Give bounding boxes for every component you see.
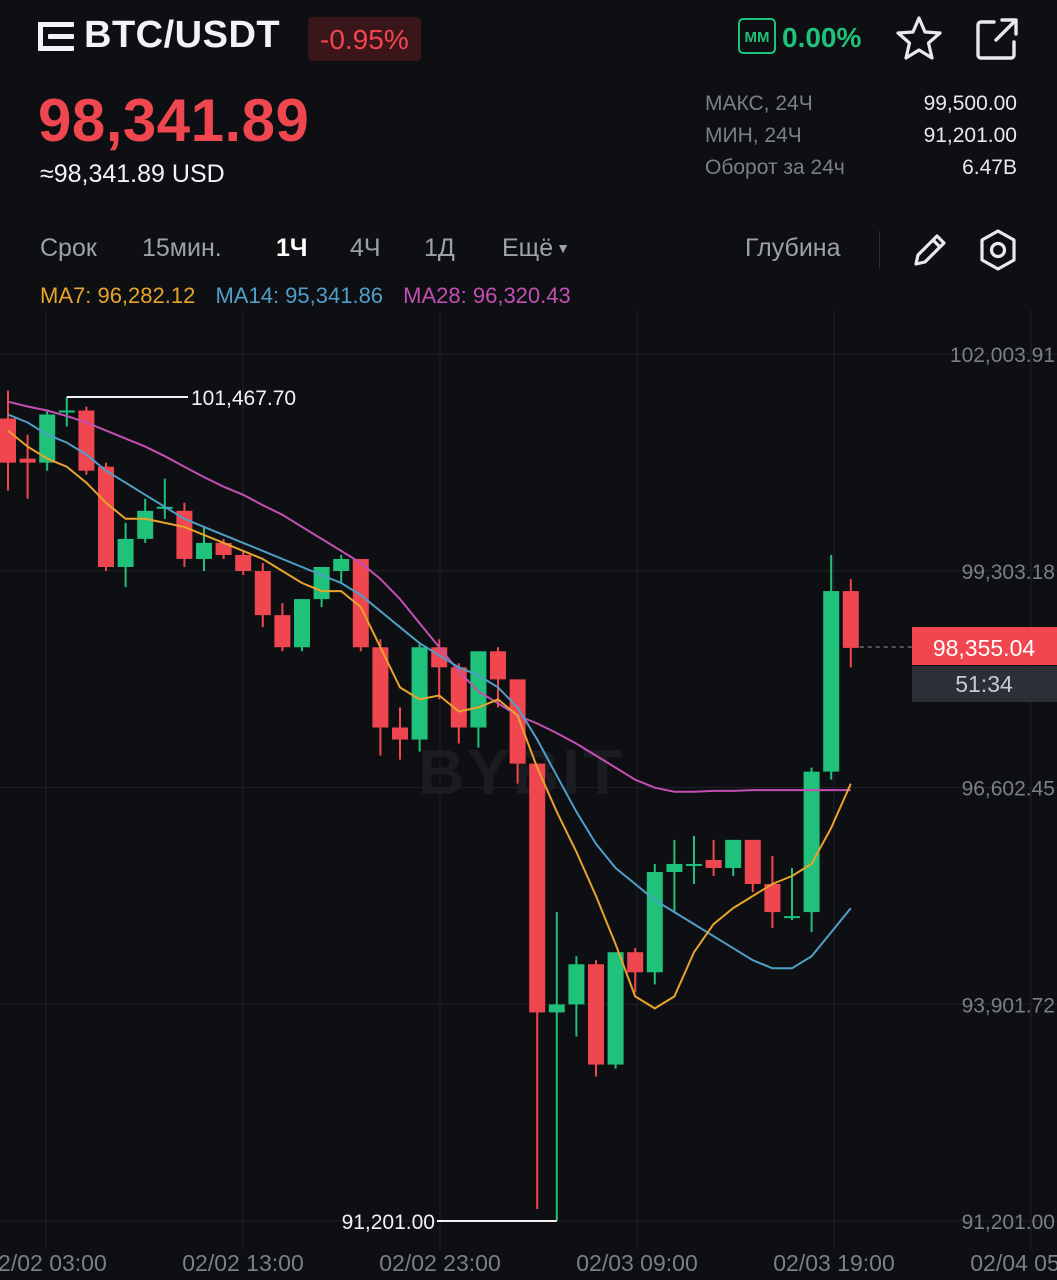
- ma7-line: [7, 429, 852, 1010]
- toolbar-divider: [879, 231, 880, 269]
- star-icon[interactable]: [894, 14, 944, 64]
- candle: [19, 458, 36, 463]
- candle: [568, 964, 585, 1005]
- mm-value[interactable]: 0.00%: [782, 22, 862, 53]
- usd-price: ≈98,341.89 USD: [40, 160, 225, 188]
- countdown-label: 51:34: [955, 671, 1013, 697]
- candle: [529, 763, 546, 1013]
- candle: [98, 466, 114, 567]
- tab-15min[interactable]: 15мин.: [142, 234, 222, 262]
- ma28-label: MA28: 96,320.43: [403, 283, 571, 308]
- pair-title[interactable]: BTC/USDT: [84, 14, 281, 56]
- stat-value-turnover: 6.47B: [962, 156, 1017, 179]
- tab-4h[interactable]: 4Ч: [350, 234, 381, 262]
- tab-period[interactable]: Срок: [40, 234, 97, 262]
- candle: [39, 414, 56, 463]
- candle: [196, 542, 212, 559]
- candle: [372, 647, 389, 728]
- tab-1d[interactable]: 1Д: [424, 234, 455, 262]
- change-badge: -0.95%: [308, 17, 421, 61]
- candle: [627, 952, 644, 973]
- caret-down-icon: ▼: [556, 240, 571, 256]
- candle: [646, 871, 663, 973]
- candle: [137, 510, 154, 539]
- stat-label-low: МИН, 24Ч: [705, 124, 802, 147]
- candle: [235, 554, 252, 572]
- x-tick-label: 02/02 13:00: [182, 1250, 304, 1276]
- candle: [823, 591, 840, 772]
- candlestick-chart[interactable]: 101,467.70 91,201.00 102,003.91 99,303.18 96…: [0, 310, 1057, 1280]
- y-tick-label: 93,901.72: [962, 994, 1055, 1017]
- candle: [176, 510, 193, 559]
- candle: [411, 647, 428, 740]
- candle: [705, 859, 722, 868]
- candle: [784, 916, 800, 919]
- ma7-label: MA7: 96,282.12: [40, 283, 196, 308]
- candle: [117, 538, 134, 567]
- stat-value-high: 99,500.00: [923, 92, 1017, 115]
- candle: [254, 571, 271, 616]
- ma28-line: [7, 400, 851, 793]
- tab-more[interactable]: Ещё ▼: [502, 234, 570, 263]
- candle: [548, 1004, 565, 1013]
- candle: [431, 647, 448, 668]
- y-tick-label: 102,003.91: [950, 344, 1055, 367]
- candle: [686, 863, 702, 866]
- y-tick-label: 99,303.18: [962, 561, 1055, 584]
- x-tick-label: 02/04 05:00: [970, 1250, 1057, 1276]
- candle: [0, 418, 16, 463]
- x-tick-label: 02/02 23:00: [379, 1250, 501, 1276]
- ma14-line: [7, 413, 852, 970]
- current-price-label: 98,355.04: [933, 635, 1036, 661]
- stat-label-turnover: Оборот за 24ч: [705, 156, 845, 179]
- candle: [58, 410, 75, 413]
- candle: [744, 839, 761, 885]
- candle: [78, 410, 95, 471]
- mm-badge[interactable]: MM: [738, 18, 776, 54]
- candle: [764, 884, 781, 913]
- x-tick-label: 02/03 09:00: [576, 1250, 698, 1276]
- gear-icon[interactable]: [976, 227, 1020, 273]
- candle: [470, 651, 487, 728]
- candle: [294, 599, 310, 648]
- x-tick-label: 02/02 03:00: [0, 1250, 107, 1276]
- tab-more-label: Ещё: [502, 234, 554, 262]
- stat-label-high: МАКС, 24Ч: [705, 92, 813, 115]
- candle: [509, 679, 526, 764]
- candle: [803, 771, 820, 913]
- ma-legend: MA7: 96,282.12 MA14: 95,341.86 MA28: 96,…: [40, 283, 585, 309]
- candle: [588, 964, 604, 1065]
- candle: [842, 591, 859, 648]
- candle: [607, 952, 624, 1065]
- stat-value-low: 91,201.00: [923, 124, 1017, 147]
- candle: [666, 863, 683, 872]
- tab-1h[interactable]: 1Ч: [276, 234, 308, 262]
- candle: [725, 839, 742, 868]
- candle: [392, 727, 408, 740]
- menu-icon[interactable]: [38, 22, 74, 52]
- candle: [352, 558, 369, 648]
- current-price-tag: [912, 627, 1057, 665]
- candle: [274, 615, 291, 648]
- share-icon[interactable]: [972, 14, 1022, 64]
- depth-button[interactable]: Глубина: [745, 234, 841, 262]
- candle: [450, 667, 467, 728]
- x-tick-label: 02/03 19:00: [773, 1250, 895, 1276]
- low-marker-label: 91,201.00: [342, 1211, 435, 1234]
- candle: [215, 542, 232, 555]
- pencil-icon[interactable]: [908, 228, 952, 272]
- candle: [490, 651, 506, 680]
- y-tick-label: 96,602.45: [962, 778, 1055, 801]
- candle: [333, 558, 350, 572]
- last-price: 98,341.89: [38, 87, 310, 154]
- high-marker-label: 101,467.70: [191, 387, 296, 410]
- ma14-label: MA14: 95,341.86: [215, 283, 384, 308]
- countdown-tag: [912, 666, 1057, 702]
- y-tick-label: 91,201.00: [962, 1211, 1055, 1234]
